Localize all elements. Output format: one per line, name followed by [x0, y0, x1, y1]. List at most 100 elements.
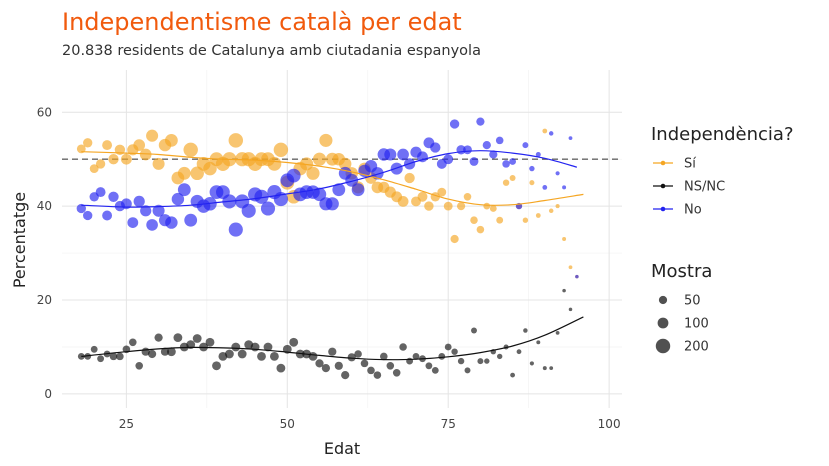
- data-point: [509, 158, 517, 165]
- data-point: [76, 203, 86, 214]
- data-point: [332, 183, 346, 197]
- data-point: [568, 265, 573, 270]
- data-point: [177, 183, 191, 197]
- data-point: [523, 328, 528, 333]
- data-point: [90, 345, 98, 353]
- color-legend-item: NS/NC: [653, 180, 725, 195]
- data-point: [165, 134, 178, 147]
- data-point: [522, 142, 529, 149]
- y-tick-label: 40: [37, 199, 52, 213]
- data-point: [489, 205, 497, 212]
- data-point: [108, 154, 119, 165]
- data-point: [367, 366, 375, 375]
- data-point: [127, 217, 139, 229]
- data-point: [484, 358, 490, 364]
- x-tick-label: 25: [119, 417, 134, 431]
- y-tick-label: 20: [37, 293, 52, 307]
- legend-label: 100: [684, 317, 709, 332]
- data-point: [328, 347, 337, 356]
- data-point: [502, 179, 510, 186]
- data-point: [456, 201, 466, 211]
- data-point: [102, 140, 113, 151]
- data-point: [269, 351, 279, 361]
- data-point: [146, 129, 159, 142]
- data-point: [562, 288, 566, 293]
- data-point: [555, 204, 560, 209]
- data-point: [273, 142, 289, 158]
- color-legend: Independència? Sí NS/NC No: [651, 124, 794, 218]
- size-legend-title: Mostra: [651, 261, 712, 282]
- data-point: [568, 136, 573, 140]
- data-point: [325, 197, 339, 211]
- data-point: [263, 342, 273, 352]
- size-key-point: [657, 317, 669, 329]
- x-tick-label: 50: [280, 417, 295, 431]
- data-point: [341, 370, 350, 380]
- data-point: [312, 152, 327, 166]
- data-point: [373, 371, 382, 379]
- data-point: [476, 117, 485, 126]
- data-point: [177, 166, 191, 180]
- y-axis-title: Percentatge: [10, 192, 29, 288]
- data-point: [351, 183, 365, 197]
- size-legend-item: 200: [655, 338, 709, 355]
- data-point: [97, 355, 105, 363]
- data-point: [152, 204, 165, 217]
- data-point: [489, 150, 498, 159]
- data-point: [549, 366, 554, 370]
- data-point: [183, 142, 198, 158]
- data-point: [254, 189, 269, 204]
- data-point: [542, 366, 547, 371]
- data-point: [457, 357, 465, 365]
- data-point: [555, 331, 560, 335]
- data-point: [535, 213, 541, 218]
- data-point: [562, 237, 567, 241]
- data-point: [443, 201, 453, 211]
- x-tick-label: 75: [441, 417, 456, 431]
- data-point: [276, 363, 286, 373]
- data-point: [165, 216, 178, 229]
- data-point: [334, 361, 343, 370]
- data-point: [469, 157, 479, 166]
- data-point: [542, 128, 548, 134]
- data-point: [451, 348, 458, 355]
- data-point: [444, 343, 452, 351]
- data-point: [76, 144, 86, 154]
- data-point: [173, 333, 183, 343]
- data-point: [497, 353, 503, 360]
- data-point: [160, 347, 170, 356]
- legend-key-point: [660, 160, 666, 166]
- legend-key-point: [660, 206, 666, 212]
- data-point: [95, 159, 106, 169]
- data-point: [171, 192, 185, 206]
- data-point: [470, 216, 478, 224]
- data-point: [437, 187, 447, 197]
- data-point: [347, 353, 356, 362]
- data-point: [399, 343, 407, 351]
- data-point: [476, 225, 485, 234]
- data-point: [516, 349, 522, 355]
- data-point: [147, 349, 157, 359]
- size-key-point: [658, 295, 668, 305]
- data-point: [495, 136, 504, 145]
- data-point: [535, 151, 541, 158]
- data-point: [555, 171, 560, 176]
- data-point: [345, 173, 359, 187]
- data-point: [224, 349, 234, 359]
- data-point: [289, 337, 299, 347]
- y-axis-ticks: 0 20 40 60: [37, 105, 52, 401]
- data-point: [354, 350, 362, 358]
- data-point: [575, 274, 579, 279]
- data-point: [431, 366, 439, 374]
- data-point: [135, 362, 143, 370]
- data-point: [548, 208, 554, 214]
- data-point: [338, 157, 352, 171]
- color-legend-item: No: [653, 203, 702, 218]
- trend-line-No: [81, 150, 578, 208]
- x-axis-title: Edat: [324, 439, 360, 458]
- data-point: [496, 216, 504, 224]
- data-point: [568, 307, 573, 312]
- data-point: [463, 193, 472, 201]
- data-point: [83, 210, 93, 221]
